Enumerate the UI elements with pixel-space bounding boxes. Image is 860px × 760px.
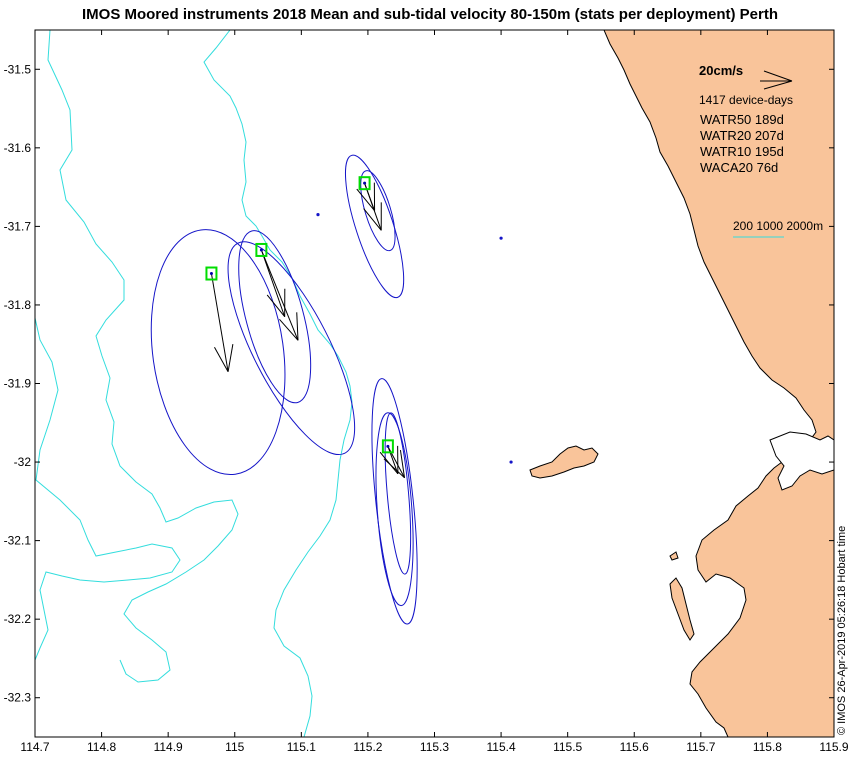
x-tick-label: 115.5 [553, 740, 582, 754]
isobaths [35, 30, 353, 737]
land-estuary [769, 431, 834, 491]
velocity-vector [363, 183, 382, 231]
variance-ellipse [360, 170, 396, 252]
variance-ellipse [371, 378, 418, 625]
mooring-point [363, 181, 367, 185]
mooring-marker [255, 242, 268, 257]
velocity-vector [260, 249, 299, 341]
x-tick-label: 114.8 [87, 740, 116, 754]
instrument-dot [499, 236, 503, 240]
x-tick-label: 115.7 [686, 740, 715, 754]
x-axis-ticks: 114.7 114.8 114.9 115 115.1 115.2 115.3 115.4 11… [20, 30, 849, 754]
mooring-point [209, 272, 213, 276]
land-rottnest-island [529, 445, 599, 479]
variance-ellipse [344, 154, 405, 299]
x-tick-label: 115.2 [353, 740, 382, 754]
variance-ellipse [150, 229, 286, 476]
velocity-vector [210, 273, 234, 372]
mooring-point [386, 444, 390, 448]
y-tick-label: -32.2 [4, 612, 32, 626]
variance-ellipse [384, 412, 412, 575]
velocity-vector [260, 249, 286, 318]
legend-scale-arrow [760, 70, 793, 90]
legend-isobath-label: 200 1000 2000m [733, 219, 823, 233]
land-garden-island [669, 577, 695, 641]
legend: 20cm/s 1417 device-days WATR50 189d WATR… [699, 63, 823, 238]
y-tick-label: -31.9 [4, 377, 32, 391]
variance-ellipse [238, 230, 312, 404]
footer-timestamp: © IMOS 26-Apr-2019 05:26:18 Hobart time [836, 526, 848, 735]
land-islet [669, 551, 679, 561]
variance-ellipse [375, 412, 414, 607]
x-tick-label: 115.1 [287, 740, 316, 754]
y-tick-label: -32.3 [4, 691, 32, 705]
y-tick-label: -31.6 [4, 141, 32, 155]
y-axis-ticks: -31.5 -31.6 -31.7 -31.8 -31.9 -32 -32.1 -32.2 -3… [4, 62, 834, 705]
x-tick-label: 115.3 [420, 740, 449, 754]
x-tick-label: 115.8 [753, 740, 782, 754]
isobath-200m [35, 317, 181, 661]
mooring-point [259, 248, 263, 252]
legend-device-days: 1417 device-days [699, 93, 793, 107]
instrument-dot [509, 460, 513, 464]
x-tick-label: 115.4 [487, 740, 516, 754]
legend-deployment-2: WATR20 207d [700, 128, 784, 143]
mooring-markers [205, 176, 394, 454]
y-tick-label: -32 [14, 455, 32, 469]
legend-deployment-3: WATR10 195d [700, 144, 784, 159]
legend-scale-label: 20cm/s [699, 63, 743, 78]
mooring-marker [381, 439, 394, 454]
variance-ellipse [227, 241, 356, 456]
x-tick-label: 114.9 [154, 740, 183, 754]
isobath-2000m [47, 30, 239, 683]
x-tick-label: 115 [225, 740, 244, 754]
instrument-dot [316, 213, 320, 217]
y-tick-label: -32.1 [4, 534, 32, 548]
y-tick-label: -31.7 [4, 219, 32, 233]
y-tick-label: -31.5 [4, 62, 32, 76]
mooring-marker [205, 266, 218, 281]
x-tick-label: 115.9 [819, 740, 848, 754]
isobath-1000m [203, 30, 353, 737]
chart-title: IMOS Moored instruments 2018 Mean and su… [81, 6, 778, 23]
x-tick-label: 115.6 [620, 740, 649, 754]
instrument-dots [316, 213, 513, 464]
legend-deployment-4: WACA20 76d [700, 160, 778, 175]
y-tick-label: -31.8 [4, 298, 32, 312]
variance-ellipses [150, 154, 418, 625]
x-tick-label: 114.7 [20, 740, 49, 754]
mooring-marker [358, 176, 371, 191]
legend-deployment-1: WATR50 189d [700, 112, 784, 127]
